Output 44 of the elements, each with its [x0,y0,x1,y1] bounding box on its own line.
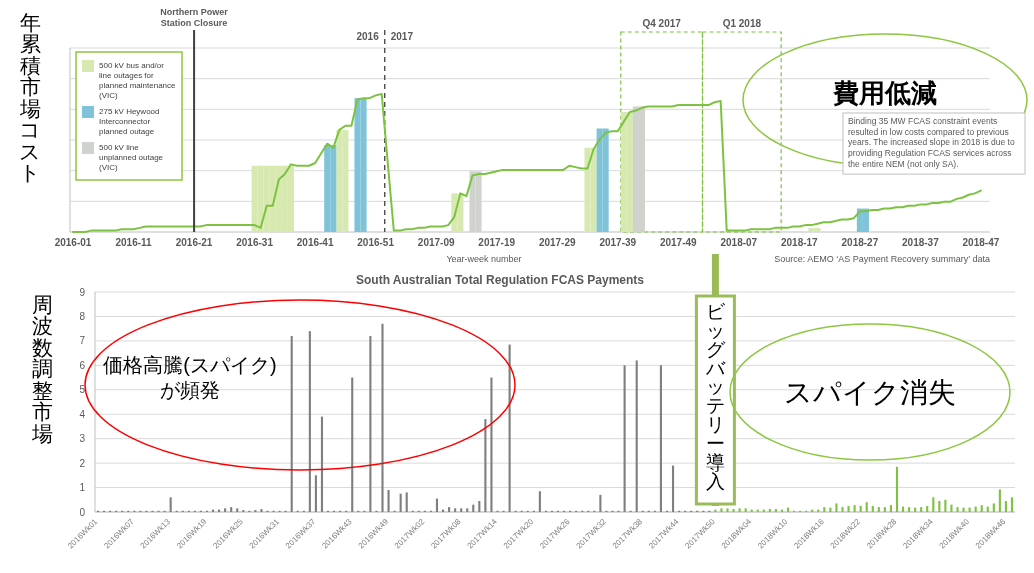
x-tick-label: 2017-49 [659,237,698,248]
legend-label: 500 kV bus and/or line outages for planned maintenance (VIC) [99,61,177,100]
y-tick-label: 9 [79,286,86,298]
x-tick-label: 2018-37 [902,237,940,248]
y-tick-label: 7 [79,335,86,347]
x-tick-label: 2017-39 [599,237,637,248]
x-tick-label: 2016-01 [54,237,92,248]
annotation: スパイク消失 [784,377,956,408]
text: ビッグバッテリー導入 [705,301,725,492]
y-tick-label: 1 [79,482,86,494]
y-axis-title: 周波数調整市場 [30,293,53,445]
text: Q1 2018 [722,18,762,29]
x-tick-label: 2018-47 [962,237,1000,248]
y-tick-label: 4 [79,408,86,420]
x-tick-label: 2018-17 [780,237,819,248]
x-tick-label: 2016-51 [357,237,395,248]
source-note: Source: AEMO ‘AS Payment Recovery summary’ data [774,254,990,264]
x-tick-label: 2017-09 [417,237,455,248]
ref-line-label: Northern Power Station Closure [160,7,229,28]
legend-label: 275 kV Heywood Interconnector planned outage [99,107,160,136]
x-tick-label: 2016-31 [236,237,274,248]
y-tick-label: 6 [79,359,86,371]
text: 2017 [390,31,414,42]
annotation: Binding 35 MW FCAS constraint events resulted in low costs compared to previous years. The increased slope in 2018 is due to providing Regulation FCAS services across the entire NEM (not only SA). [848,116,1015,169]
y-tick-label: 8 [79,310,86,322]
x-tick-label: 2018-07 [720,237,758,248]
chart-title: South Australian Total Regulation FCAS Payments [355,273,645,287]
text: Q4 2017 [642,18,682,29]
x-axis-title: Year-week number [446,254,522,264]
x-tick-label: 2016-11 [115,237,153,248]
y-axis-title: 年累積市場コスト [18,11,41,184]
annotation: 費用低減 [832,78,937,108]
x-tick-label: 2018-27 [841,237,879,248]
x-tick-label: 2017-19 [478,237,516,248]
y-tick-label: 2 [79,457,86,469]
text: 2016 [356,31,380,42]
y-tick-label: 0 [79,506,86,518]
x-tick-label: 2017-29 [538,237,577,248]
annotation: 価格高騰(スパイク)が頻発 [103,354,277,401]
y-tick-label: 5 [79,384,86,396]
y-tick-label: 3 [79,433,86,445]
x-tick-label: 2016-21 [175,237,213,248]
x-tick-label: 2016-41 [296,237,334,248]
legend-label: 500 kV line unplanned outage (VIC) [99,143,164,172]
